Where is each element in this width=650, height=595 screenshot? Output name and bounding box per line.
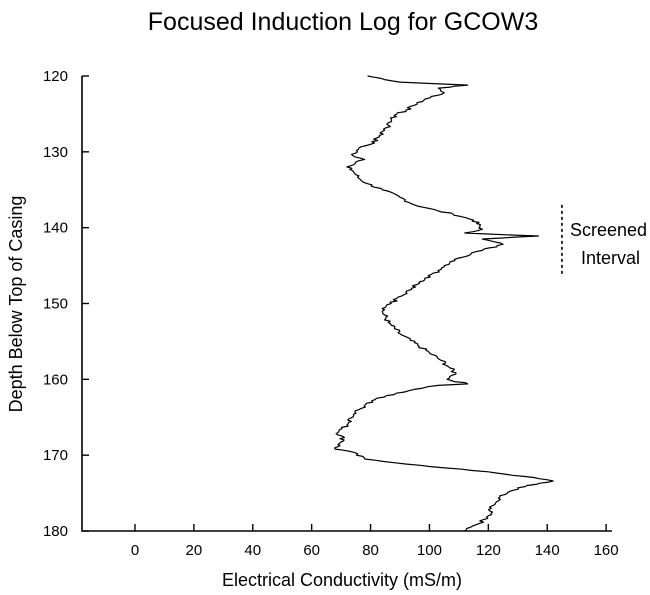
x-axis-title: Electrical Conductivity (mS/m)	[222, 570, 462, 590]
conductivity-log-line	[334, 75, 554, 532]
screened-interval-label-line-2: Interval	[581, 248, 640, 268]
y-tick-label: 140	[43, 220, 68, 237]
y-tick-label: 160	[43, 371, 68, 388]
y-tick-label: 180	[43, 523, 68, 540]
x-tick-label: 60	[303, 542, 320, 559]
screened-interval-label-line-1: Screened	[570, 220, 647, 240]
y-tick-label: 120	[43, 68, 68, 85]
y-axis-title: Depth Below Top of Casing	[6, 196, 26, 413]
y-tick-label: 150	[43, 296, 68, 313]
y-tick-label: 170	[43, 447, 68, 464]
x-tick-label: 40	[244, 542, 261, 559]
x-tick-label: 80	[362, 542, 379, 559]
x-tick-label: 120	[476, 542, 501, 559]
x-tick-label: 140	[535, 542, 560, 559]
chart-title: Focused Induction Log for GCOW3	[148, 8, 538, 36]
x-tick-label: 20	[186, 542, 203, 559]
x-tick-label: 160	[594, 542, 619, 559]
axis-lines	[81, 76, 612, 532]
x-axis-ticks: 0 20 40 60 80 100 120 140 160	[131, 524, 619, 559]
y-tick-label: 130	[43, 144, 68, 161]
x-tick-label: 0	[131, 542, 139, 559]
x-tick-label: 100	[417, 542, 442, 559]
y-axis-ticks: 120 130 140 150 160 170 180	[43, 68, 89, 540]
